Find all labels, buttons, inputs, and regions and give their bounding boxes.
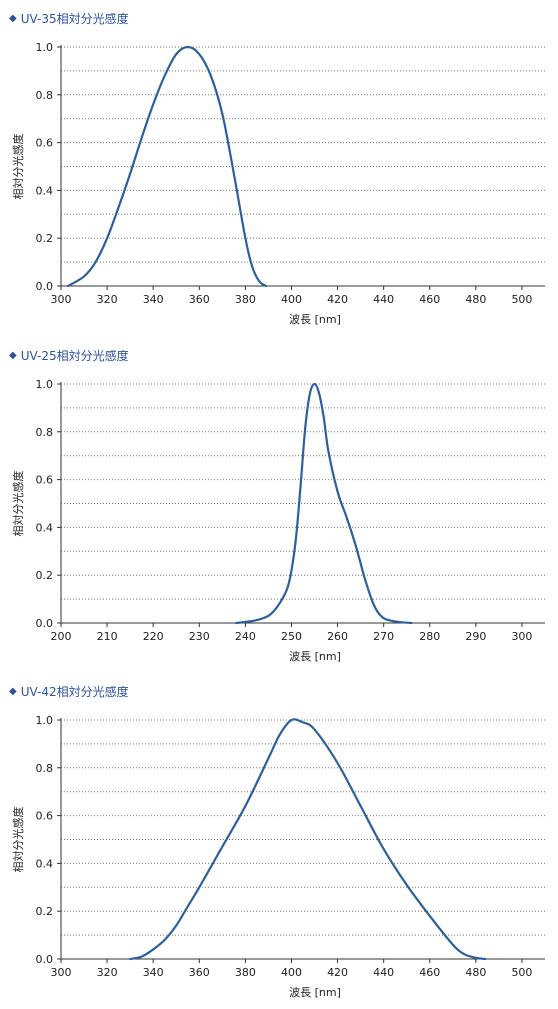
x-tick-label: 320 [97,293,118,306]
chart-svg: 0.0 0.2 0.4 0.6 0.8 1.0 300 320 340 360 380 400 420 4… [11,714,545,999]
x-tick-label: 340 [143,966,164,979]
x-axis-title: 波長 [nm] [289,986,341,999]
x-tick-label: 440 [373,966,394,979]
x-tick-label: 300 [51,966,72,979]
x-tick-label: 500 [511,966,532,979]
x-tick-label: 380 [235,293,256,306]
y-tick-label: 1.0 [36,714,54,727]
x-axis-title: 波長 [nm] [289,650,341,663]
y-tick-label: 0.2 [36,232,54,245]
x-tick-label: 280 [419,630,440,643]
chart-title-text: UV-35相対分光感度 [20,12,129,26]
x-tick-label: 240 [235,630,256,643]
x-tick-label: 320 [97,966,118,979]
x-tick-label: 300 [511,630,532,643]
y-tick-label: 0.6 [36,474,54,487]
y-tick-label: 1.0 [36,41,54,54]
x-tick-label: 400 [281,966,302,979]
x-tick-label: 300 [51,293,72,306]
chart-title-text: UV-42相対分光感度 [20,685,129,699]
x-tick-label: 460 [419,293,440,306]
y-tick-label: 0.2 [36,569,54,582]
chart-panel-uv42: ◆ UV-42相対分光感度 0.0 0.2 0.4 0.6 0.8 1.0 300 320 34… [0,673,558,1003]
y-tick-label: 0.6 [36,810,54,823]
series-line [235,382,413,625]
series-line [66,45,268,288]
x-tick-label: 360 [189,966,210,979]
diamond-bullet-icon: ◆ [9,13,17,24]
y-axis-title: 相対分光感度 [11,134,25,200]
x-tick-label: 420 [327,293,348,306]
y-tick-label: 0.0 [36,953,54,966]
x-tick-label: 270 [373,630,394,643]
x-tick-label: 460 [419,966,440,979]
chart-title: ◆ UV-35相対分光感度 [9,10,129,27]
chart-title: ◆ UV-25相対分光感度 [9,347,129,364]
series-line [129,718,487,961]
y-tick-label: 0.0 [36,617,54,630]
chart-panel-uv25: ◆ UV-25相対分光感度 0.0 0.2 0.4 0.6 0.8 1.0 200 210 22… [0,337,558,667]
x-tick-label: 480 [465,293,486,306]
x-tick-label: 200 [51,630,72,643]
x-axis-title: 波長 [nm] [289,313,341,326]
y-tick-label: 0.0 [36,280,54,293]
x-tick-label: 220 [143,630,164,643]
chart-svg: 0.0 0.2 0.4 0.6 0.8 1.0 200 210 220 230 240 250 260 2… [11,378,545,663]
x-tick-label: 360 [189,293,210,306]
x-tick-label: 400 [281,293,302,306]
y-axis-title: 相対分光感度 [11,471,25,537]
chart-title: ◆ UV-42相対分光感度 [9,683,129,700]
y-tick-label: 0.4 [36,521,54,534]
y-tick-label: 0.4 [36,857,54,870]
diamond-bullet-icon: ◆ [9,686,17,697]
diamond-bullet-icon: ◆ [9,350,17,361]
y-tick-label: 0.4 [36,184,54,197]
x-tick-label: 480 [465,966,486,979]
x-tick-label: 380 [235,966,256,979]
x-tick-label: 340 [143,293,164,306]
x-tick-label: 440 [373,293,394,306]
y-tick-label: 0.8 [36,426,54,439]
y-axis-title: 相対分光感度 [11,807,25,873]
y-tick-label: 0.6 [36,137,54,150]
y-tick-label: 0.8 [36,762,54,775]
y-tick-label: 1.0 [36,378,54,391]
x-tick-label: 420 [327,966,348,979]
chart-title-text: UV-25相対分光感度 [20,349,129,363]
y-tick-label: 0.2 [36,905,54,918]
x-tick-label: 290 [465,630,486,643]
x-tick-label: 500 [511,293,532,306]
x-tick-label: 210 [97,630,118,643]
chart-svg: 0.0 0.2 0.4 0.6 0.8 1.0 300 320 340 360 380 400 420 4… [11,41,545,326]
x-tick-label: 250 [281,630,302,643]
y-tick-label: 0.8 [36,89,54,102]
x-tick-label: 260 [327,630,348,643]
chart-panel-uv35: ◆ UV-35相対分光感度 0.0 0.2 0.4 0.6 0.8 1.0 300 320 34… [0,0,558,330]
x-tick-label: 230 [189,630,210,643]
